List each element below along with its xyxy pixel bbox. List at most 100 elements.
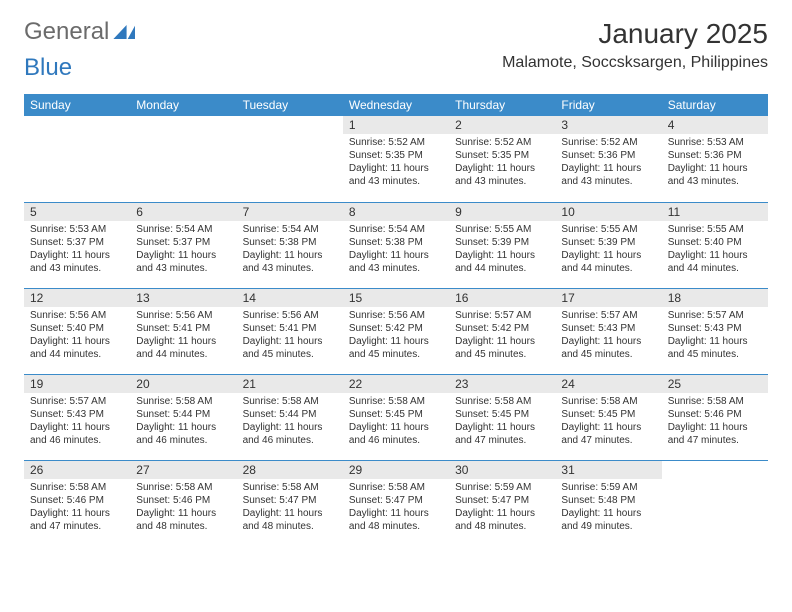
day-number: 25: [662, 375, 768, 393]
calendar-cell: 3Sunrise: 5:52 AMSunset: 5:36 PMDaylight…: [555, 116, 661, 202]
day-number: [237, 116, 343, 134]
day-details: Sunrise: 5:57 AMSunset: 5:43 PMDaylight:…: [662, 307, 768, 365]
calendar-cell: 17Sunrise: 5:57 AMSunset: 5:43 PMDayligh…: [555, 288, 661, 374]
calendar-week: 12Sunrise: 5:56 AMSunset: 5:40 PMDayligh…: [24, 288, 768, 374]
day-details: Sunrise: 5:58 AMSunset: 5:45 PMDaylight:…: [449, 393, 555, 451]
calendar-cell: 22Sunrise: 5:58 AMSunset: 5:45 PMDayligh…: [343, 374, 449, 460]
calendar-cell: [662, 460, 768, 546]
calendar-cell: 25Sunrise: 5:58 AMSunset: 5:46 PMDayligh…: [662, 374, 768, 460]
calendar-cell: 14Sunrise: 5:56 AMSunset: 5:41 PMDayligh…: [237, 288, 343, 374]
day-details: Sunrise: 5:52 AMSunset: 5:36 PMDaylight:…: [555, 134, 661, 192]
day-number: 20: [130, 375, 236, 393]
day-number: 23: [449, 375, 555, 393]
calendar-cell: 2Sunrise: 5:52 AMSunset: 5:35 PMDaylight…: [449, 116, 555, 202]
day-number: 24: [555, 375, 661, 393]
calendar-cell: 8Sunrise: 5:54 AMSunset: 5:38 PMDaylight…: [343, 202, 449, 288]
day-number: 27: [130, 461, 236, 479]
day-number: 13: [130, 289, 236, 307]
calendar-table: SundayMondayTuesdayWednesdayThursdayFrid…: [24, 94, 768, 546]
calendar-cell: [24, 116, 130, 202]
day-details: Sunrise: 5:52 AMSunset: 5:35 PMDaylight:…: [449, 134, 555, 192]
day-number: 4: [662, 116, 768, 134]
day-number: 22: [343, 375, 449, 393]
day-details: Sunrise: 5:58 AMSunset: 5:47 PMDaylight:…: [343, 479, 449, 537]
calendar-cell: [130, 116, 236, 202]
calendar-cell: 6Sunrise: 5:54 AMSunset: 5:37 PMDaylight…: [130, 202, 236, 288]
day-header: Tuesday: [237, 94, 343, 116]
day-number: 11: [662, 203, 768, 221]
day-number: 9: [449, 203, 555, 221]
day-number: [662, 461, 768, 479]
logo-sail-icon: [113, 25, 135, 39]
day-number: 10: [555, 203, 661, 221]
day-details: Sunrise: 5:54 AMSunset: 5:37 PMDaylight:…: [130, 221, 236, 279]
calendar-head: SundayMondayTuesdayWednesdayThursdayFrid…: [24, 94, 768, 116]
day-details: Sunrise: 5:59 AMSunset: 5:47 PMDaylight:…: [449, 479, 555, 537]
calendar-cell: 29Sunrise: 5:58 AMSunset: 5:47 PMDayligh…: [343, 460, 449, 546]
day-details: Sunrise: 5:53 AMSunset: 5:37 PMDaylight:…: [24, 221, 130, 279]
day-number: 3: [555, 116, 661, 134]
calendar-cell: 19Sunrise: 5:57 AMSunset: 5:43 PMDayligh…: [24, 374, 130, 460]
calendar-cell: 18Sunrise: 5:57 AMSunset: 5:43 PMDayligh…: [662, 288, 768, 374]
calendar-cell: 24Sunrise: 5:58 AMSunset: 5:45 PMDayligh…: [555, 374, 661, 460]
day-details: Sunrise: 5:58 AMSunset: 5:46 PMDaylight:…: [130, 479, 236, 537]
day-details: Sunrise: 5:56 AMSunset: 5:40 PMDaylight:…: [24, 307, 130, 365]
calendar-week: 5Sunrise: 5:53 AMSunset: 5:37 PMDaylight…: [24, 202, 768, 288]
day-number: 12: [24, 289, 130, 307]
calendar-cell: 26Sunrise: 5:58 AMSunset: 5:46 PMDayligh…: [24, 460, 130, 546]
day-details: Sunrise: 5:52 AMSunset: 5:35 PMDaylight:…: [343, 134, 449, 192]
title-block: January 2025 Malamote, Soccsksargen, Phi…: [502, 18, 768, 72]
logo-text-blue: Blue: [24, 54, 72, 82]
day-number: 30: [449, 461, 555, 479]
calendar-week: 1Sunrise: 5:52 AMSunset: 5:35 PMDaylight…: [24, 116, 768, 202]
day-details: Sunrise: 5:55 AMSunset: 5:39 PMDaylight:…: [449, 221, 555, 279]
calendar-cell: 30Sunrise: 5:59 AMSunset: 5:47 PMDayligh…: [449, 460, 555, 546]
calendar-week: 26Sunrise: 5:58 AMSunset: 5:46 PMDayligh…: [24, 460, 768, 546]
day-details: Sunrise: 5:58 AMSunset: 5:45 PMDaylight:…: [343, 393, 449, 451]
day-number: [24, 116, 130, 134]
day-number: 14: [237, 289, 343, 307]
day-number: 28: [237, 461, 343, 479]
day-details: Sunrise: 5:59 AMSunset: 5:48 PMDaylight:…: [555, 479, 661, 537]
calendar-cell: 7Sunrise: 5:54 AMSunset: 5:38 PMDaylight…: [237, 202, 343, 288]
calendar-cell: 5Sunrise: 5:53 AMSunset: 5:37 PMDaylight…: [24, 202, 130, 288]
day-details: Sunrise: 5:58 AMSunset: 5:46 PMDaylight:…: [24, 479, 130, 537]
day-header: Friday: [555, 94, 661, 116]
location: Malamote, Soccsksargen, Philippines: [502, 54, 768, 72]
logo: General: [24, 18, 137, 46]
month-title: January 2025: [502, 18, 768, 50]
day-header: Thursday: [449, 94, 555, 116]
calendar-cell: 16Sunrise: 5:57 AMSunset: 5:42 PMDayligh…: [449, 288, 555, 374]
day-details: Sunrise: 5:55 AMSunset: 5:39 PMDaylight:…: [555, 221, 661, 279]
day-details: Sunrise: 5:57 AMSunset: 5:43 PMDaylight:…: [555, 307, 661, 365]
day-number: 8: [343, 203, 449, 221]
day-number: 17: [555, 289, 661, 307]
calendar-cell: 11Sunrise: 5:55 AMSunset: 5:40 PMDayligh…: [662, 202, 768, 288]
day-number: 1: [343, 116, 449, 134]
calendar-cell: 27Sunrise: 5:58 AMSunset: 5:46 PMDayligh…: [130, 460, 236, 546]
day-details: Sunrise: 5:58 AMSunset: 5:45 PMDaylight:…: [555, 393, 661, 451]
calendar-cell: 15Sunrise: 5:56 AMSunset: 5:42 PMDayligh…: [343, 288, 449, 374]
day-details: Sunrise: 5:56 AMSunset: 5:41 PMDaylight:…: [237, 307, 343, 365]
day-details: Sunrise: 5:58 AMSunset: 5:44 PMDaylight:…: [130, 393, 236, 451]
day-number: 6: [130, 203, 236, 221]
day-number: 26: [24, 461, 130, 479]
day-details: Sunrise: 5:55 AMSunset: 5:40 PMDaylight:…: [662, 221, 768, 279]
logo-text-gray: General: [24, 18, 109, 46]
day-details: Sunrise: 5:58 AMSunset: 5:46 PMDaylight:…: [662, 393, 768, 451]
day-header: Saturday: [662, 94, 768, 116]
calendar-cell: 28Sunrise: 5:58 AMSunset: 5:47 PMDayligh…: [237, 460, 343, 546]
day-number: 31: [555, 461, 661, 479]
day-number: 29: [343, 461, 449, 479]
day-number: 21: [237, 375, 343, 393]
day-details: Sunrise: 5:54 AMSunset: 5:38 PMDaylight:…: [237, 221, 343, 279]
day-header: Monday: [130, 94, 236, 116]
day-number: 7: [237, 203, 343, 221]
calendar-cell: 9Sunrise: 5:55 AMSunset: 5:39 PMDaylight…: [449, 202, 555, 288]
calendar-cell: 23Sunrise: 5:58 AMSunset: 5:45 PMDayligh…: [449, 374, 555, 460]
day-number: 15: [343, 289, 449, 307]
calendar-cell: 13Sunrise: 5:56 AMSunset: 5:41 PMDayligh…: [130, 288, 236, 374]
day-details: Sunrise: 5:57 AMSunset: 5:43 PMDaylight:…: [24, 393, 130, 451]
day-number: 2: [449, 116, 555, 134]
day-number: [130, 116, 236, 134]
